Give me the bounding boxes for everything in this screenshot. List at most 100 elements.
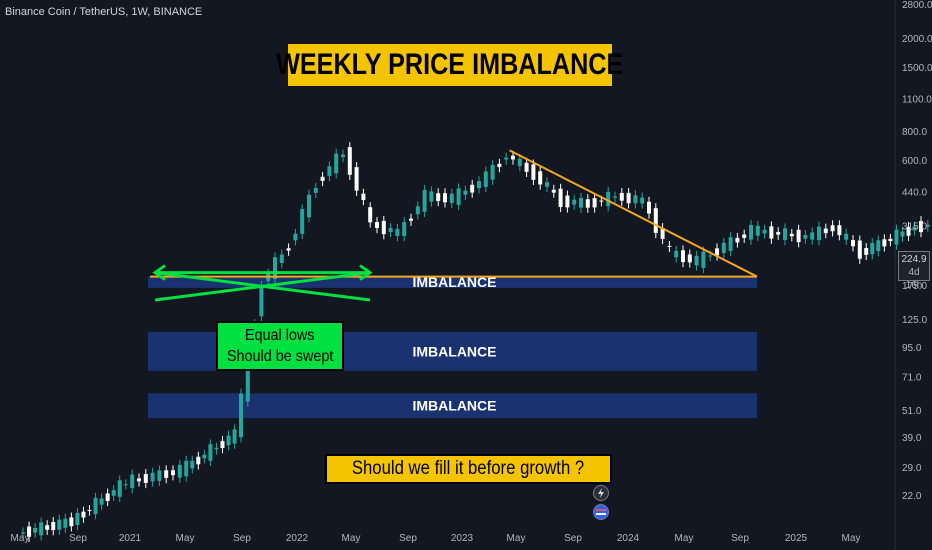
candle-body [226, 435, 231, 446]
candle-body [606, 191, 611, 207]
equal-lows-line2: Should be swept [226, 348, 334, 365]
candle-body [851, 240, 855, 247]
candle-body [925, 224, 930, 227]
candle-body [45, 525, 50, 530]
candle-body [715, 248, 719, 256]
candle-body [463, 190, 468, 195]
candle-body [906, 226, 911, 236]
candle-body [375, 222, 379, 228]
candle-body [762, 229, 767, 234]
candle-body [33, 528, 38, 533]
candle-body [837, 225, 842, 236]
candle-body [347, 147, 352, 175]
candle-body [190, 460, 195, 469]
candle-body [456, 188, 461, 205]
x-tick-10: Sep [564, 533, 582, 544]
candle-body [123, 484, 128, 486]
candle-body [177, 464, 182, 478]
candle-body [307, 194, 311, 218]
candle-body [334, 153, 339, 174]
candle-body [517, 158, 522, 167]
x-tick-12: May [675, 533, 694, 544]
candle-body [429, 191, 434, 202]
candle-body [409, 218, 413, 221]
candle-body [619, 192, 624, 201]
candle-body [117, 480, 122, 497]
y-tick-7: 315.0 [902, 221, 927, 232]
candle-body [667, 245, 672, 247]
candle-body [239, 393, 243, 438]
candle-body [214, 447, 219, 450]
candle-body [579, 197, 583, 208]
candle-body [449, 193, 454, 203]
candle-body [721, 242, 726, 254]
arrow-cross-2 [154, 271, 371, 302]
question-note: Should we fill it before growth ? [325, 454, 612, 484]
candle-body [647, 201, 651, 214]
x-tick-0: May [11, 533, 30, 544]
y-tick-4: 800.0 [902, 127, 927, 138]
candle-body [273, 257, 277, 279]
candle-body [888, 238, 893, 242]
candle-body [63, 518, 68, 528]
last-price-label: 224.9 4d 16h [898, 251, 930, 291]
candle-body [681, 250, 685, 263]
candle-body [497, 163, 502, 168]
candle-body [694, 255, 699, 266]
candle-body [823, 228, 828, 234]
candle-body [687, 254, 692, 263]
x-tick-2: 2021 [119, 533, 142, 544]
candle-body [327, 166, 332, 177]
y-tick-11: 95.0 [902, 343, 922, 354]
lightning-icon[interactable] [593, 485, 609, 501]
candle-body [701, 251, 706, 268]
history-candles [21, 142, 930, 543]
imbalance-zone-0 [148, 276, 757, 288]
candle-body [57, 519, 62, 530]
candle-body [558, 188, 563, 207]
candle-body [870, 242, 875, 255]
arrowhead-left [152, 264, 166, 281]
y-tick-1: 2000.0 [902, 34, 932, 45]
candle-body [864, 248, 869, 255]
candle-body [286, 248, 291, 251]
equal-lows-note: Equal lows Should be swept [216, 321, 344, 371]
x-tick-9: May [507, 533, 526, 544]
x-tick-11: 2024 [617, 533, 640, 544]
candle-body [313, 187, 318, 193]
x-tick-1: Sep [69, 533, 87, 544]
candle-body [894, 229, 899, 245]
candle-body [817, 226, 821, 241]
candle-body [660, 228, 665, 239]
candle-body [857, 240, 862, 259]
y-tick-13: 51.0 [902, 406, 922, 417]
candle-body [912, 226, 917, 231]
y-tick-14: 39.0 [902, 433, 922, 444]
candle-body [99, 498, 104, 505]
candle-body [876, 240, 881, 252]
candle-body [184, 460, 189, 477]
candle-body [511, 155, 515, 160]
candle-body [196, 456, 201, 465]
x-tick-8: 2023 [451, 533, 474, 544]
imbalance-label-1: IMBALANCE [413, 343, 497, 359]
x-tick-3: May [176, 533, 195, 544]
candle-body [81, 511, 86, 518]
candle-body [810, 232, 815, 240]
candle-body [626, 192, 631, 204]
candle-body [538, 171, 543, 185]
last-price-countdown: 4d 16h [905, 267, 923, 291]
title-banner: WEEKLY PRICE IMBALANCE [276, 42, 624, 88]
candle-body [245, 353, 250, 402]
y-tick-12: 71.0 [902, 372, 922, 383]
candle-body [69, 517, 74, 527]
candle-body [51, 522, 56, 531]
candle-body [585, 199, 590, 208]
candle-body [21, 532, 26, 534]
candle-body [708, 255, 713, 257]
candle-body [27, 526, 32, 537]
candle-body [87, 510, 92, 512]
flag-icon[interactable] [593, 504, 609, 520]
candle-body [483, 171, 488, 187]
